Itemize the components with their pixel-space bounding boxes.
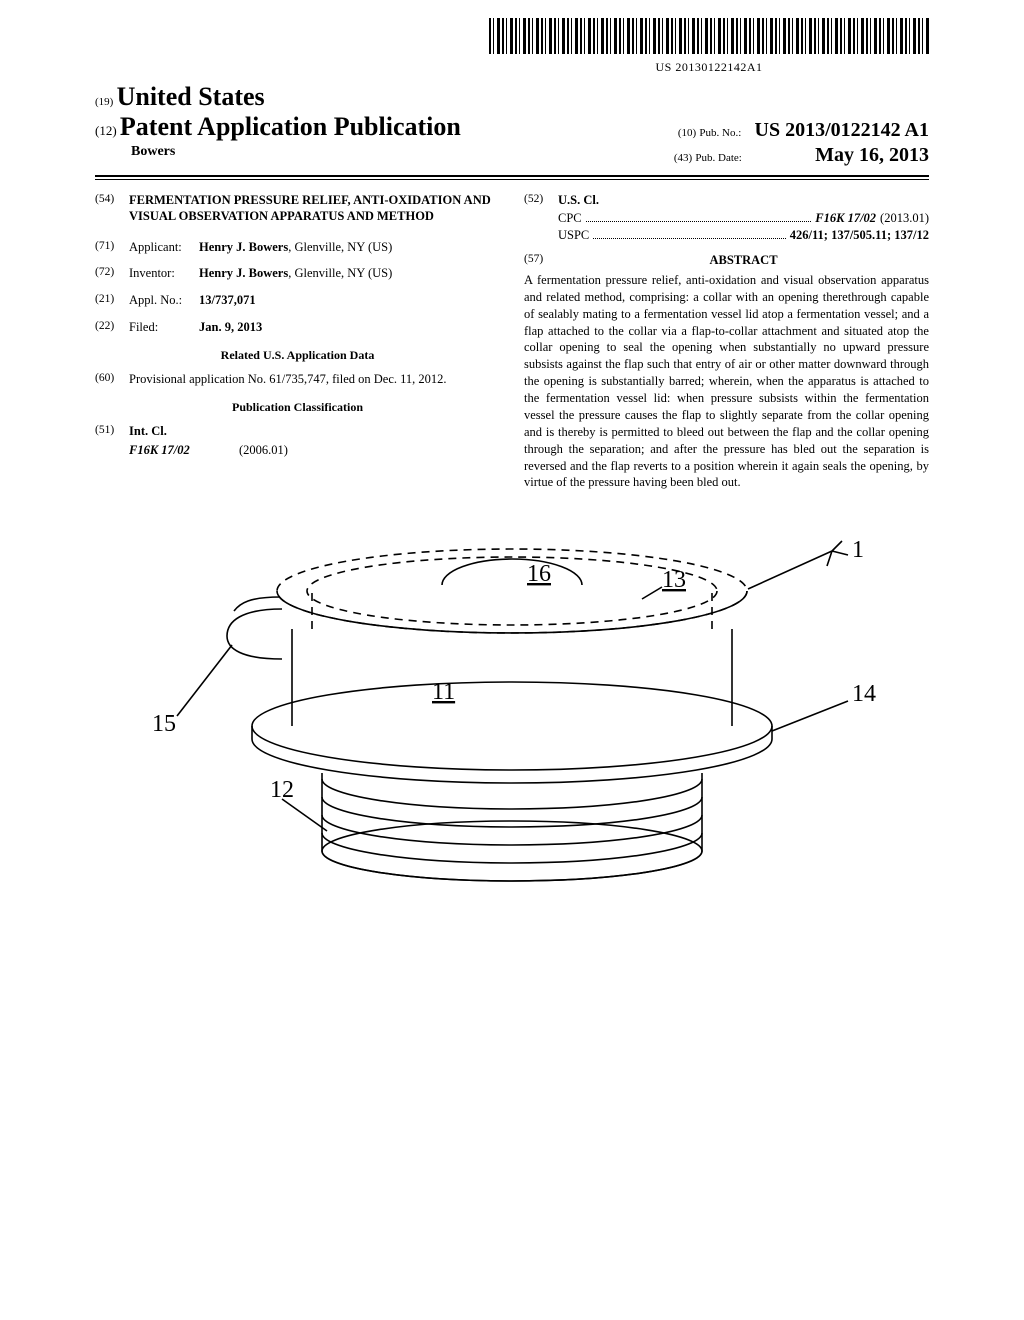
field-num-52: (52) (524, 192, 558, 209)
cpc-dots (586, 221, 812, 222)
code-10: (10) (678, 127, 696, 139)
doc-type: Patent Application Publication (120, 112, 461, 141)
rule-thick (95, 175, 929, 177)
pub-date-label: Pub. Date: (695, 152, 741, 164)
inventor-loc: , Glenville, NY (US) (288, 266, 392, 280)
field-num-21: (21) (95, 292, 129, 309)
figure-svg: 1 13 16 11 14 15 12 (132, 521, 892, 941)
ref-1: 1 (852, 537, 864, 563)
field-num-51: (51) (95, 423, 129, 440)
uspc-dots (593, 238, 785, 239)
figure-strokes (177, 541, 848, 881)
filed-value: Jan. 9, 2013 (199, 319, 500, 336)
code-43: (43) (674, 152, 692, 164)
pub-no: US 2013/0122142 A1 (755, 119, 929, 141)
left-column: (54) FERMENTATION PRESSURE RELIEF, ANTI-… (95, 192, 500, 491)
pub-class-head: Publication Classification (95, 400, 500, 415)
ref-12: 12 (270, 777, 294, 803)
uspc-value: 426/11; 137/505.11; 137/12 (790, 228, 929, 242)
barcode-graphic (489, 18, 929, 54)
applno-label: Appl. No.: (129, 292, 199, 309)
intcl-label: Int. Cl. (129, 423, 500, 440)
right-column: (52) U.S. Cl. CPC F16K 17/02 (2013.01) U… (524, 192, 929, 491)
bibliographic-columns: (54) FERMENTATION PRESSURE RELIEF, ANTI-… (95, 192, 929, 491)
inventor-label: Inventor: (129, 265, 199, 282)
intcl-code: F16K 17/02 (129, 442, 239, 459)
field-num-57: (57) (524, 253, 558, 272)
ref-16: 16 (527, 561, 551, 587)
rule-thin (95, 179, 929, 180)
intcl-year: (2006.01) (239, 442, 288, 459)
figure-labels: 1 13 16 11 14 15 12 (152, 537, 876, 803)
header: (19) United States (12) Patent Applicati… (95, 82, 929, 180)
applicant-name: Henry J. Bowers (199, 240, 288, 254)
inventor-name: Henry J. Bowers (199, 266, 288, 280)
field-num-54: (54) (95, 192, 129, 225)
ref-11: 11 (432, 679, 455, 705)
ref-14: 14 (852, 681, 876, 707)
field-num-71: (71) (95, 239, 129, 256)
applicant-loc: , Glenville, NY (US) (288, 240, 392, 254)
applicant-label: Applicant: (129, 239, 199, 256)
field-num-72: (72) (95, 265, 129, 282)
inventor-surname: Bowers (95, 144, 175, 167)
uscl-label: U.S. Cl. (558, 192, 929, 209)
cpc-year: (2013.01) (880, 211, 929, 226)
uspc-label: USPC (558, 228, 589, 243)
related-data-head: Related U.S. Application Data (95, 348, 500, 363)
filed-label: Filed: (129, 319, 199, 336)
barcode-block: US 20130122142A1 (489, 18, 929, 75)
code-12: (12) (95, 123, 117, 138)
ref-13: 13 (662, 567, 686, 593)
code-19: (19) (95, 96, 113, 108)
invention-title: FERMENTATION PRESSURE RELIEF, ANTI-OXIDA… (129, 192, 500, 225)
cpc-label: CPC (558, 211, 582, 226)
pub-date: May 16, 2013 (815, 144, 929, 166)
cpc-value: F16K 17/02 (815, 211, 876, 226)
field-num-60: (60) (95, 371, 129, 388)
country-title: United States (117, 82, 265, 111)
abstract-head: ABSTRACT (558, 253, 929, 268)
barcode-text: US 20130122142A1 (489, 60, 929, 75)
patent-figure: 1 13 16 11 14 15 12 (95, 521, 929, 945)
ref-15: 15 (152, 711, 176, 737)
abstract-text: A fermentation pressure relief, anti-oxi… (524, 272, 929, 491)
pub-no-label: Pub. No.: (699, 127, 741, 139)
field-num-22: (22) (95, 319, 129, 336)
provisional-text: Provisional application No. 61/735,747, … (129, 371, 500, 388)
applno-value: 13/737,071 (199, 292, 500, 309)
